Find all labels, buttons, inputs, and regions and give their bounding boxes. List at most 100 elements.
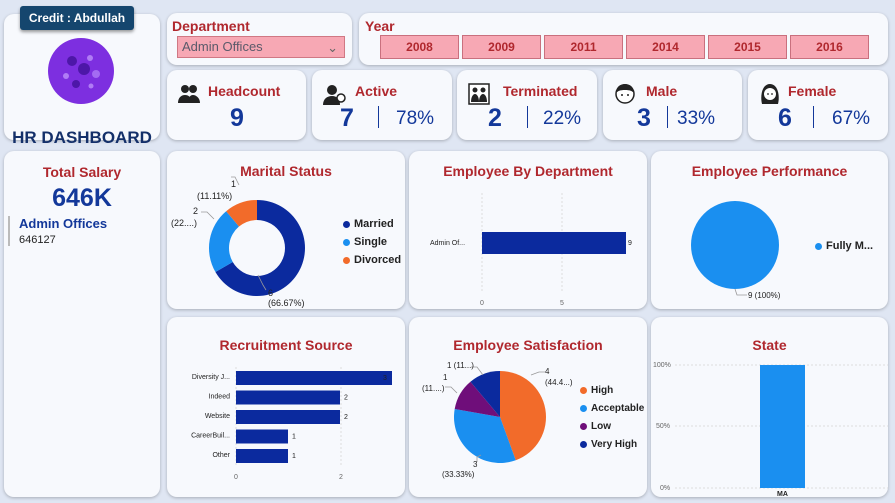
terminated-card: Terminated 2 22% bbox=[457, 70, 597, 140]
person-check-icon bbox=[323, 85, 346, 105]
satisfaction-pie-chart: 4 (44.4...) 1 (11...) 1 (11....) 3 (33.3… bbox=[422, 361, 573, 479]
performance-card: Employee Performance 9 (100%) Fully M... bbox=[651, 151, 888, 309]
department-tick-0: 0 bbox=[480, 300, 484, 307]
satisfaction-label-acceptable-pct: (33.33%) bbox=[442, 470, 475, 479]
legend-low[interactable]: Low bbox=[580, 417, 644, 435]
active-value: 7 bbox=[340, 104, 354, 132]
marital-label-divorced-count: 1 bbox=[231, 179, 236, 189]
marital-label-divorced-pct: (11.11%) bbox=[197, 191, 232, 201]
performance-slice-fully-meets[interactable] bbox=[691, 201, 779, 289]
people-icon bbox=[178, 85, 200, 103]
male-card: Male 3 33% bbox=[603, 70, 742, 140]
department-label: Department bbox=[172, 18, 250, 34]
recruitment-bar[interactable] bbox=[236, 449, 288, 463]
terminated-pct: 22% bbox=[543, 108, 582, 129]
recruitment-category-label: Indeed bbox=[209, 394, 231, 401]
satisfaction-slice-very-high[interactable] bbox=[470, 371, 500, 417]
department-dropdown[interactable]: Admin Offices ⌄ bbox=[177, 36, 345, 58]
recruitment-tick-0: 0 bbox=[234, 474, 238, 481]
legend-married[interactable]: Married bbox=[343, 215, 401, 233]
recruitment-category-label: Diversity J... bbox=[192, 374, 230, 381]
legend-single[interactable]: Single bbox=[343, 233, 401, 251]
department-bar-label: 9 bbox=[628, 240, 632, 247]
department-chart-title: Employee By Department bbox=[443, 163, 613, 179]
year-chip-2009[interactable]: 2009 bbox=[462, 35, 541, 59]
recruitment-bar[interactable] bbox=[236, 429, 288, 444]
satisfaction-slice-acceptable[interactable] bbox=[454, 409, 516, 463]
female-pct: 67% bbox=[832, 108, 871, 129]
marital-label-married-pct: (66.67%) bbox=[268, 298, 305, 308]
recruitment-bar[interactable] bbox=[236, 371, 392, 385]
marital-slice-married[interactable] bbox=[215, 200, 305, 296]
legend-very-high[interactable]: Very High bbox=[580, 435, 644, 453]
satisfaction-label-acceptable-count: 3 bbox=[473, 460, 478, 469]
year-chip-2015[interactable]: 2015 bbox=[708, 35, 787, 59]
department-bar[interactable] bbox=[482, 232, 626, 254]
active-card: Active 7 78% bbox=[312, 70, 452, 140]
recruitment-title: Recruitment Source bbox=[219, 337, 353, 353]
year-chip-2008[interactable]: 2008 bbox=[380, 35, 459, 59]
salary-dept: Admin Offices bbox=[19, 216, 108, 231]
department-category-label: Admin Of... bbox=[430, 240, 465, 247]
male-pct: 33% bbox=[677, 108, 716, 129]
legend-acceptable[interactable]: Acceptable bbox=[580, 399, 644, 417]
headcount-label: Headcount bbox=[208, 83, 281, 99]
terminated-divider bbox=[527, 106, 528, 128]
state-category-label: MA bbox=[777, 491, 788, 497]
marital-label-single-pct: (22....) bbox=[171, 218, 197, 228]
recruitment-bar[interactable] bbox=[236, 410, 340, 424]
male-icon bbox=[615, 84, 635, 104]
satisfaction-card: Employee Satisfaction 4 (44.4...) 1 (11.… bbox=[409, 317, 647, 497]
department-tick-5: 5 bbox=[560, 300, 564, 307]
satisfaction-label-high-pct: (44.4...) bbox=[545, 378, 573, 387]
terminated-value: 2 bbox=[488, 104, 502, 132]
marital-status-card: Marital Status 1 (11.11%) 2 (22....) 6 (… bbox=[167, 151, 405, 309]
total-salary-card: Total Salary 646K Admin Offices 646127 bbox=[4, 151, 160, 497]
department-chart-card: Employee By Department Admin Of... 9 0 5 bbox=[409, 151, 647, 309]
active-label: Active bbox=[355, 83, 398, 99]
marital-donut-chart: 1 (11.11%) 2 (22....) 6 (66.67%) bbox=[171, 176, 305, 308]
terminated-icon bbox=[468, 83, 490, 105]
recruitment-card: Recruitment Source Diversity J... 3 Indeed… bbox=[167, 317, 405, 497]
total-salary-label: Total Salary bbox=[42, 164, 122, 180]
credit-badge: Credit : Abdullah bbox=[20, 6, 134, 30]
logo-card: HR DASHBOARD bbox=[4, 14, 160, 147]
recruitment-category-label: Other bbox=[212, 452, 230, 459]
female-card: Female 6 67% bbox=[748, 70, 888, 140]
satisfaction-slice-low[interactable] bbox=[454, 381, 500, 417]
logo-icon bbox=[48, 38, 114, 104]
satisfaction-legend: High Acceptable Low Very High bbox=[580, 381, 644, 453]
marital-slice-divorced[interactable] bbox=[226, 200, 257, 227]
male-label: Male bbox=[646, 83, 678, 99]
marital-slice-single[interactable] bbox=[209, 211, 240, 272]
state-bar-ma[interactable] bbox=[760, 365, 805, 488]
recruitment-value-label: 1 bbox=[292, 434, 296, 441]
active-pct: 78% bbox=[396, 108, 435, 129]
satisfaction-label-high-count: 4 bbox=[545, 367, 550, 376]
performance-title: Employee Performance bbox=[691, 163, 848, 179]
performance-pie-chart: 9 (100%) bbox=[691, 201, 781, 300]
legend-high[interactable]: High bbox=[580, 381, 644, 399]
headcount-value: 9 bbox=[230, 104, 244, 132]
recruitment-value-label: 2 bbox=[344, 395, 348, 402]
headcount-card: Headcount 9 bbox=[167, 70, 306, 140]
legend-fully-meets[interactable]: Fully M... bbox=[815, 237, 873, 255]
recruitment-bar-chart: Diversity J... 3 Indeed 2 Website 2 CareerBuil… bbox=[191, 367, 392, 481]
performance-legend: Fully M... bbox=[815, 237, 873, 255]
recruitment-value-label: 1 bbox=[292, 453, 296, 460]
satisfaction-title: Employee Satisfaction bbox=[453, 337, 603, 353]
satisfaction-slice-high[interactable] bbox=[500, 371, 546, 461]
year-chip-2016[interactable]: 2016 bbox=[790, 35, 869, 59]
legend-divorced[interactable]: Divorced bbox=[343, 251, 401, 269]
state-card: State 100% 50% 0% MA bbox=[651, 317, 888, 497]
recruitment-bar[interactable] bbox=[236, 390, 340, 405]
female-value: 6 bbox=[778, 104, 792, 132]
year-filter: Year 2008 2009 2011 2014 2015 2016 bbox=[359, 13, 888, 65]
year-chip-2011[interactable]: 2011 bbox=[544, 35, 623, 59]
male-divider bbox=[667, 106, 668, 128]
marital-label-married-count: 6 bbox=[268, 288, 273, 298]
year-chip-2014[interactable]: 2014 bbox=[626, 35, 705, 59]
salary-table: Admin Offices 646127 bbox=[8, 216, 107, 246]
active-divider bbox=[378, 106, 379, 128]
department-filter: Department Admin Offices ⌄ bbox=[167, 13, 352, 65]
